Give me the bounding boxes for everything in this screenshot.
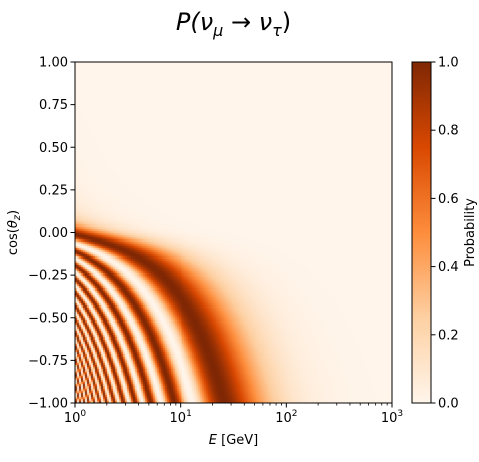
y-label-post: ) (6, 210, 21, 215)
y-tick-label: −0.75 (28, 354, 68, 369)
x-tick-exponent: 3 (397, 409, 403, 419)
y-label-pre: cos( (6, 228, 21, 255)
x-tick-label: 102 (275, 409, 297, 426)
x-tick-exponent: 0 (80, 409, 86, 419)
title-sub-tau: τ (272, 21, 282, 40)
y-tick-label: 0.50 (39, 141, 68, 156)
y-tick-label: 0.00 (39, 226, 68, 241)
colorbar-tick-label: 0.2 (438, 328, 459, 343)
y-axis: 1.00 0.75 0.50 0.25 0.00 −0.25 −0.50 −0.75 −1.00 (28, 56, 75, 412)
x-tick-base: 10 (381, 411, 398, 426)
colorbar-axis: 0.0 0.2 0.4 0.6 0.8 1.0 (431, 56, 459, 412)
chart-title: P(νμ → ντ) (176, 8, 291, 40)
title-arrow: → (223, 8, 258, 36)
title-p: P( (176, 8, 201, 36)
x-tick-base: 10 (170, 411, 187, 426)
x-axis: 100 101 102 103 (64, 403, 403, 426)
x-tick-base: 10 (275, 411, 292, 426)
x-tick-label: 103 (381, 409, 403, 426)
x-label-var: E (209, 433, 218, 448)
x-tick-exponent: 1 (186, 409, 192, 419)
title-nu-tau: ν (259, 8, 272, 36)
title-sub-mu: μ (212, 21, 223, 40)
y-tick-label: 1.00 (39, 56, 68, 71)
title-nu-mu: ν (200, 8, 213, 36)
colorbar (411, 61, 432, 404)
y-tick-label: −0.25 (28, 269, 68, 284)
colorbar-label: Probability (463, 198, 478, 267)
x-axis-label: E [GeV] (209, 433, 258, 448)
heatmap-area (75, 62, 392, 403)
y-tick-label: −1.00 (28, 397, 68, 412)
y-axis-label: cos(θz) (6, 210, 23, 255)
colorbar-tick-label: 0.4 (438, 260, 459, 275)
y-label-theta: θ (6, 220, 21, 228)
colorbar-tick-label: 0.8 (438, 124, 459, 139)
heatmap-canvas (75, 62, 392, 403)
x-tick-label: 100 (64, 409, 87, 426)
x-tick-base: 10 (64, 411, 81, 426)
x-label-unit: [GeV] (217, 433, 258, 448)
colorbar-tick-label: 0.0 (438, 397, 459, 412)
x-tick-exponent: 2 (292, 409, 298, 419)
x-tick-label: 101 (170, 409, 192, 426)
y-tick-label: −0.50 (28, 311, 68, 326)
colorbar-tick-label: 1.0 (438, 56, 459, 71)
title-close: ) (282, 8, 291, 36)
y-tick-label: 0.25 (39, 183, 68, 198)
y-tick-label: 0.75 (39, 98, 68, 113)
y-label-sub: z (12, 214, 23, 221)
colorbar-tick-label: 0.6 (438, 192, 459, 207)
